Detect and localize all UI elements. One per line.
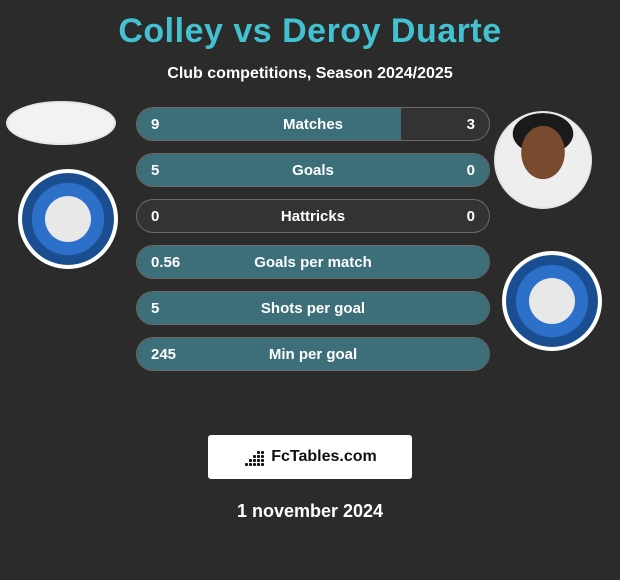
stat-value-right: 3 [467, 108, 475, 140]
player-left-avatar [6, 101, 116, 145]
club-crest-left [18, 169, 118, 269]
stat-value-right: 0 [467, 154, 475, 186]
stat-value-right: 0 [467, 200, 475, 232]
stat-row: 5Shots per goal [136, 291, 490, 325]
stat-row: 5Goals0 [136, 153, 490, 187]
stat-row: 245Min per goal [136, 337, 490, 371]
branding-logo-icon [243, 448, 265, 466]
branding-text: FcTables.com [271, 448, 377, 466]
stat-metric-label: Hattricks [137, 200, 489, 232]
stat-row: 9Matches3 [136, 107, 490, 141]
stats-bars: 9Matches35Goals00Hattricks00.56Goals per… [136, 107, 490, 383]
stat-row: 0.56Goals per match [136, 245, 490, 279]
stat-metric-label: Shots per goal [137, 292, 489, 324]
stat-metric-label: Goals [137, 154, 489, 186]
comparison-stage: 9Matches35Goals00Hattricks00.56Goals per… [0, 107, 620, 407]
branding-badge: FcTables.com [208, 435, 412, 479]
stat-row: 0Hattricks0 [136, 199, 490, 233]
stat-metric-label: Goals per match [137, 246, 489, 278]
face-icon [496, 113, 590, 207]
stat-metric-label: Min per goal [137, 338, 489, 370]
club-crest-right [502, 251, 602, 351]
subtitle: Club competitions, Season 2024/2025 [0, 65, 620, 83]
page-title: Colley vs Deroy Duarte [0, 0, 620, 51]
stat-metric-label: Matches [137, 108, 489, 140]
date-label: 1 november 2024 [0, 501, 620, 522]
player-right-avatar [494, 111, 592, 209]
